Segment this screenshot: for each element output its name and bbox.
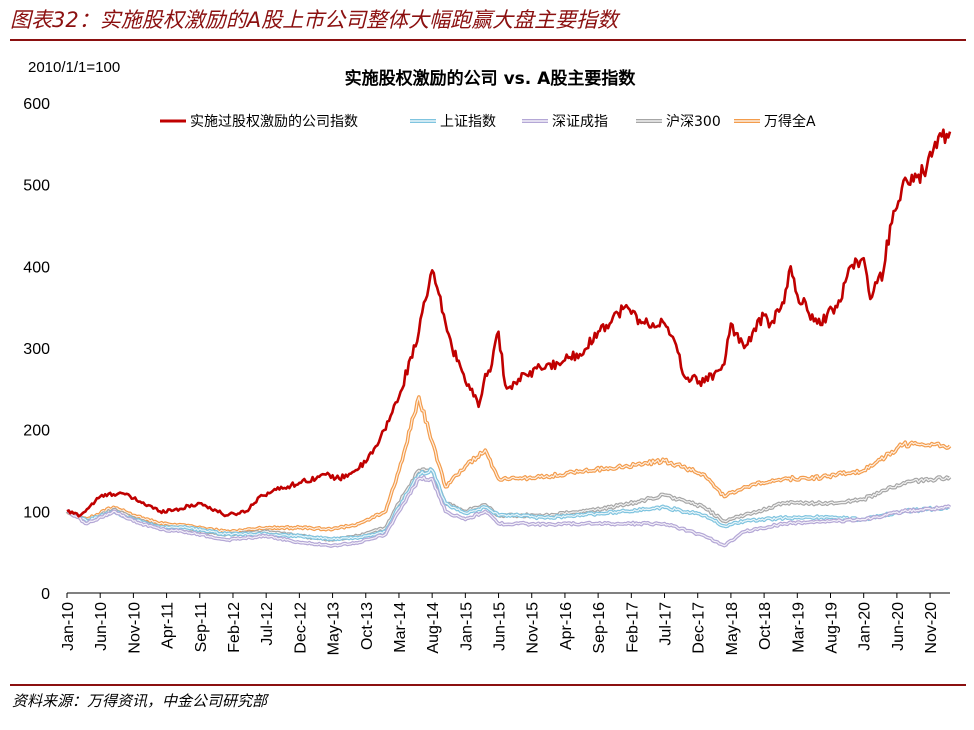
series-line-szse xyxy=(66,475,952,548)
y-tick-label: 100 xyxy=(23,504,50,521)
base-note: 2010/1/1=100 xyxy=(28,59,120,76)
line-chart: 2010/1/1=100 实施股权激励的公司 vs. A股主要指数 实施过股权激… xyxy=(23,59,952,655)
y-tick-label: 0 xyxy=(41,586,50,603)
legend-label: 深证成指 xyxy=(552,114,608,130)
x-tick-label: May-13 xyxy=(326,602,343,655)
x-tick-label: Dec-17 xyxy=(691,602,708,654)
x-tick-label: Oct-13 xyxy=(359,602,376,650)
x-tick-label: Feb-12 xyxy=(226,602,243,653)
x-tick-label: Sep-16 xyxy=(591,602,608,654)
series-line-wind-all-a xyxy=(65,395,952,535)
x-tick-label: Jun-15 xyxy=(492,602,509,651)
x-tick-label: Nov-20 xyxy=(923,602,940,654)
y-tick-label: 400 xyxy=(23,259,50,276)
legend-item-equity-incentive: 实施过股权激励的公司指数 xyxy=(160,113,358,130)
x-tick-label: Jan-10 xyxy=(60,602,77,651)
x-tick-label: Jun-20 xyxy=(890,602,907,651)
y-tick-label: 500 xyxy=(23,178,50,195)
x-tick-label: Jul-17 xyxy=(658,602,675,646)
legend-item-szse: 深证成指 xyxy=(522,114,608,130)
chart-legend: 实施过股权激励的公司指数 上证指数 深证成指 沪深300 万得全A xyxy=(160,113,816,130)
y-axis: 0 100 200 300 400 500 600 xyxy=(23,96,50,603)
legend-item-sse: 上证指数 xyxy=(410,114,496,130)
chart-title: 实施股权激励的公司 vs. A股主要指数 xyxy=(345,68,637,89)
series-line-equity-incentive xyxy=(66,128,952,518)
x-tick-label: Aug-19 xyxy=(823,602,840,654)
x-tick-label: Apr-16 xyxy=(558,602,575,650)
x-tick-label: Jan-20 xyxy=(857,602,874,651)
x-tick-label: Apr-11 xyxy=(160,602,177,649)
legend-label: 万得全A xyxy=(764,113,816,130)
x-tick-label: Mar-14 xyxy=(392,602,409,653)
source-note: 资料来源：万得资讯，中金公司研究部 xyxy=(12,692,268,710)
legend-item-wind-all-a: 万得全A xyxy=(734,113,816,130)
x-tick-label: Nov-15 xyxy=(525,602,542,654)
legend-item-csi300: 沪深300 xyxy=(636,114,721,130)
legend-label: 上证指数 xyxy=(440,114,496,130)
x-tick-label: Oct-18 xyxy=(757,602,774,650)
x-tick-label: Sep-11 xyxy=(193,602,210,653)
x-tick-label: Dec-12 xyxy=(292,602,309,654)
source-divider xyxy=(10,684,966,686)
x-axis: Jan-10 Jun-10 Nov-10 Apr-11 Sep-11 Feb-12 Jul-… xyxy=(60,592,950,655)
y-tick-label: 600 xyxy=(23,96,50,113)
x-tick-label: Jul-12 xyxy=(259,602,276,646)
x-tick-label: Feb-17 xyxy=(624,602,641,653)
series-layer xyxy=(65,128,952,548)
legend-label: 实施过股权激励的公司指数 xyxy=(190,113,358,130)
x-tick-label: Jun-10 xyxy=(93,602,110,651)
figure-caption: 图表32：实施股权激励的A股上市公司整体大幅跑赢大盘主要指数 xyxy=(10,8,619,32)
x-tick-label: Aug-14 xyxy=(425,602,442,654)
x-tick-label: Jan-15 xyxy=(458,602,475,651)
series-line-sse xyxy=(66,467,951,542)
x-tick-label: May-18 xyxy=(724,602,741,655)
legend-label: 沪深300 xyxy=(666,114,721,130)
caption-divider xyxy=(10,39,966,41)
y-tick-label: 200 xyxy=(23,423,50,440)
x-tick-label: Mar-19 xyxy=(790,602,807,653)
y-tick-label: 300 xyxy=(23,341,50,358)
x-tick-label: Nov-10 xyxy=(126,602,143,654)
